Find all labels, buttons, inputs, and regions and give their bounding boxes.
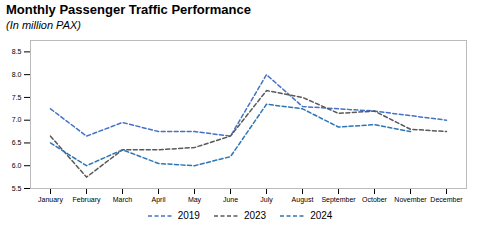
- svg-text:June: June: [223, 196, 238, 203]
- svg-text:8.5: 8.5: [12, 48, 22, 55]
- html-text:Monthly Passenger Traffic Perf: Monthly Passenger Traffic Performance: [6, 2, 251, 17]
- svg-text:7.0: 7.0: [12, 116, 22, 123]
- svg-text:August: August: [292, 196, 314, 204]
- svg-text:November: November: [394, 196, 427, 203]
- svg-text:5.5: 5.5: [12, 185, 22, 192]
- html-text:2019: 2019: [177, 210, 200, 221]
- svg-text:February: February: [72, 196, 101, 204]
- svg-text:January: January: [38, 196, 63, 204]
- svg-text:December: December: [430, 196, 463, 203]
- html-text:2024: 2024: [310, 210, 333, 221]
- svg-text:May: May: [188, 196, 202, 204]
- svg-text:July: July: [260, 196, 273, 204]
- svg-text:October: October: [362, 196, 388, 203]
- svg-text:6.0: 6.0: [12, 162, 22, 169]
- html-text:2023: 2023: [243, 210, 267, 221]
- svg-text:April: April: [151, 196, 165, 204]
- svg-text:6.5: 6.5: [12, 139, 22, 146]
- html-text:(In million PAX): (In million PAX): [6, 19, 81, 31]
- svg-text:September: September: [321, 196, 356, 204]
- svg-text:7.5: 7.5: [12, 94, 22, 101]
- svg-text:8.0: 8.0: [12, 71, 22, 78]
- svg-text:March: March: [113, 196, 133, 203]
